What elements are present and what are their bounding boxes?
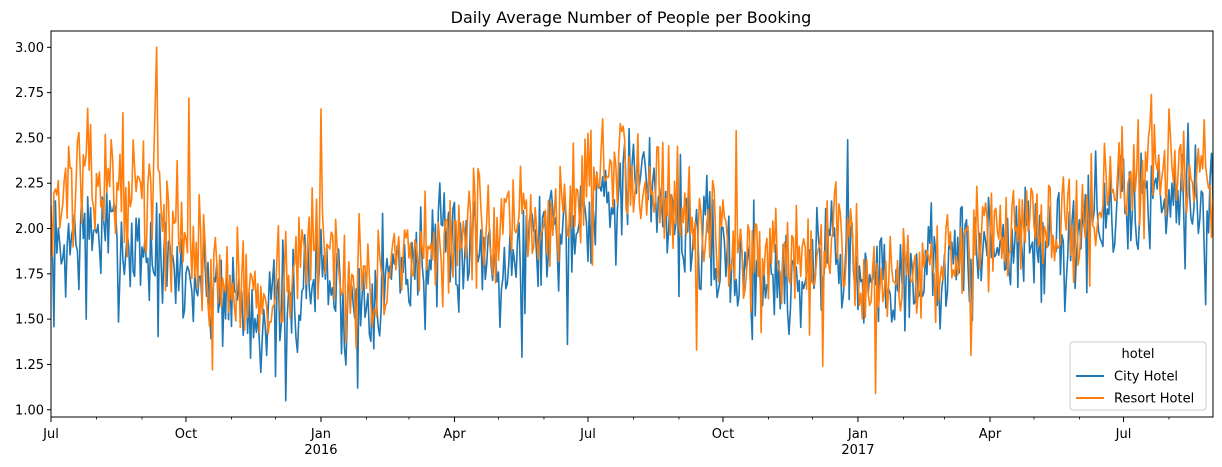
x-year-label: 2017 (841, 443, 874, 458)
x-tick-label: Oct (175, 427, 197, 442)
x-tick-label: Apr (979, 427, 1002, 442)
legend-label: Resort Hotel (1114, 392, 1194, 407)
y-tick-label: 3.00 (15, 41, 44, 56)
y-tick-label: 1.00 (15, 403, 44, 418)
legend-box (1069, 341, 1207, 411)
series-layer (51, 46, 1213, 402)
x-tick-label: Oct (712, 427, 734, 442)
x-tick-label: Jul (42, 427, 59, 442)
series-line-resort-hotel (51, 46, 1213, 395)
legend-title: hotel (1122, 347, 1155, 362)
y-tick-label: 2.25 (15, 177, 44, 192)
legend-label: City Hotel (1114, 370, 1178, 385)
y-tick-label: 1.25 (15, 358, 44, 373)
legend: hotel City Hotel Resort Hotel (1069, 341, 1207, 411)
series-line-city-hotel (51, 122, 1213, 402)
x-tick-label: Apr (443, 427, 466, 442)
y-tick-label: 2.00 (15, 222, 44, 237)
y-tick-label: 1.75 (15, 267, 44, 282)
y-tick-label: 2.75 (15, 86, 44, 101)
x-tick-label: Jul (579, 427, 596, 442)
x-year-label: 2016 (304, 443, 337, 458)
x-tick-label: Jul (1115, 427, 1132, 442)
y-tick-label: 2.50 (15, 131, 44, 146)
y-tick-label: 1.50 (15, 313, 44, 328)
plot-area (50, 30, 1214, 418)
chart-title: Daily Average Number of People per Booki… (451, 8, 812, 27)
plot-frame (50, 30, 1214, 418)
x-tick-label: Jan (310, 427, 331, 442)
y-axis: 1.00 1.25 1.50 1.75 2.00 2.25 2.50 2.75 3.00 (15, 41, 51, 418)
x-tick-label: Jan (847, 427, 868, 442)
